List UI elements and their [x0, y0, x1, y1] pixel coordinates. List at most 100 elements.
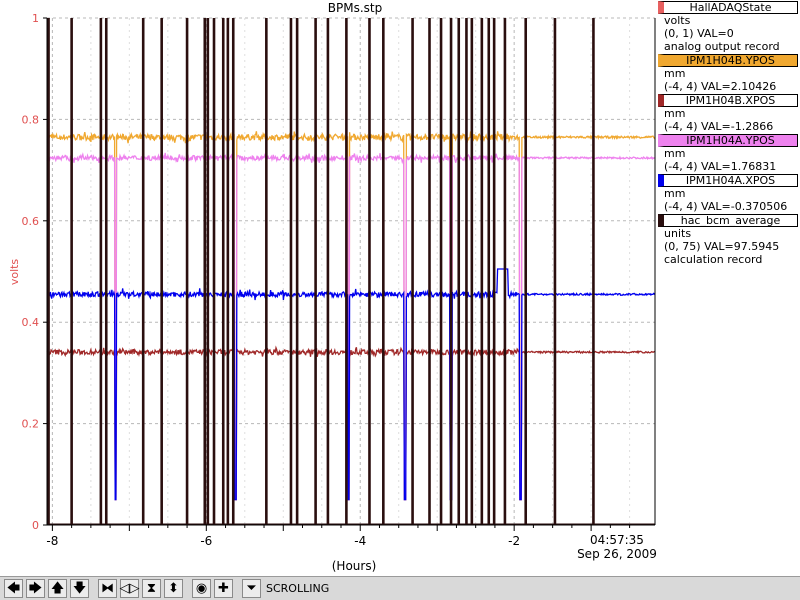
beam-trip-line [221, 18, 225, 525]
beam-trip-line [492, 18, 496, 525]
beam-trip-line [457, 18, 461, 525]
beam-trip-line [487, 18, 491, 525]
legend-swatch: IPM1H04A.XPOS [658, 174, 800, 187]
legend-detail: mm [664, 67, 686, 80]
legend-detail: units [664, 227, 692, 240]
legend-detail: (-4, 4) VAL=-0.370506 [664, 200, 788, 213]
series-line-ipm1h04b-ypos [46, 131, 656, 501]
legend-swatch: hac_bcm_average [658, 214, 800, 227]
beam-trip-line [295, 18, 299, 525]
beam-trip-line [231, 18, 235, 525]
scrolling-status: SCROLLING [266, 582, 330, 595]
legend-entry-ipm1h04a-xpos[interactable]: IPM1H04A.XPOS mm (-4, 4) VAL=-0.370506 [658, 174, 800, 213]
beam-trip-line [226, 18, 230, 525]
beam-trip-line [439, 18, 443, 525]
legend-series-name: IPM1H04A.XPOS [658, 174, 798, 187]
legend: HallADAQState volts (0, 1) VAL=0 analog out… [658, 0, 800, 266]
legend-series-name: HallADAQState [658, 1, 798, 14]
beam-trip-line [428, 18, 431, 525]
beam-trip-line [185, 18, 189, 525]
beam-trip-line [480, 18, 484, 525]
legend-detail: calculation record [664, 253, 763, 266]
legend-detail: (-4, 4) VAL=-1.2866 [664, 120, 774, 133]
axes: 0 0.2 0.4 0.6 0.8 1 -8 -6 -4 -2 [22, 12, 656, 548]
legend-detail: volts [664, 14, 691, 27]
scrolling-toggle-button[interactable]: ⏷ [242, 579, 261, 598]
beam-trip-line [206, 18, 210, 525]
y-tick-label: 1 [32, 12, 39, 25]
scroll-left-button[interactable]: 🡄 [4, 579, 23, 598]
legend-entry-hac-bcm-average[interactable]: hac_bcm_average units (0, 75) VAL=97.5945 c… [658, 214, 800, 266]
legend-detail: analog output record [664, 40, 780, 53]
beam-trip-line [160, 18, 163, 525]
beam-trip-line [141, 18, 145, 525]
end-time-label: 04:57:35 [590, 533, 644, 547]
legend-entry-ipm1h04b-xpos[interactable]: IPM1H04B.XPOS mm (-4, 4) VAL=-1.2866 [658, 94, 800, 133]
scroll-down-button[interactable]: 🡇 [70, 579, 89, 598]
y-tick-label: 0.6 [22, 215, 40, 228]
beam-trip-line [411, 18, 414, 525]
x-tick-label: -8 [46, 534, 58, 548]
legend-detail: (-4, 4) VAL=1.76831 [664, 160, 777, 173]
beam-trip-line [104, 18, 108, 525]
beam-trip-line [70, 18, 73, 525]
legend-swatch: IPM1H04A.YPOS [658, 134, 800, 147]
grid [47, 17, 655, 526]
beam-trip-line [382, 18, 385, 525]
x-tick-label: -2 [508, 534, 520, 548]
zoom-out-horizontal-button[interactable]: ◁▷ [119, 579, 140, 598]
beam-trip-line [314, 18, 317, 525]
beam-trip-line [470, 18, 474, 525]
scroll-up-button[interactable]: 🡅 [48, 579, 67, 598]
chart-area: BPMs.stp volts (Hours) 04:57:35 Sep 26, … [8, 1, 657, 573]
beam-trip-line [503, 18, 507, 525]
series-line-ipm1h04a-xpos [46, 268, 656, 501]
legend-swatch: HallADAQState [658, 1, 800, 14]
beam-trip-line [47, 18, 50, 525]
beam-trip-line [203, 18, 207, 525]
beam-trip-line [345, 18, 348, 525]
legend-series-name: IPM1H04B.XPOS [658, 94, 798, 107]
beam-trip-line [265, 18, 268, 525]
y-tick-label: 0.4 [22, 316, 40, 329]
beam-trip-line [592, 18, 595, 525]
legend-entry-ipm1h04a-ypos[interactable]: IPM1H04A.YPOS mm (-4, 4) VAL=1.76831 [658, 134, 800, 173]
y-tick-label: 0 [32, 519, 39, 532]
legend-series-name: hac_bcm_average [658, 214, 798, 227]
series-lines [46, 18, 656, 526]
zoom-in-horizontal-button[interactable]: ⧓ [98, 579, 117, 598]
beam-trip-line [553, 18, 557, 525]
beam-trip-line [289, 18, 293, 525]
scroll-right-button[interactable]: 🡆 [26, 579, 45, 598]
y-tick-label: 0.8 [22, 113, 40, 126]
add-pv-button[interactable]: ✚ [214, 579, 233, 598]
legend-swatch: IPM1H04B.XPOS [658, 94, 800, 107]
toolbar: 🡄 🡆 🡅 🡇 ⧓ ◁▷ ⧗ ⬍ ◉ ✚ ⏷ SCROLLING [0, 576, 800, 600]
beam-trip-line [449, 18, 453, 525]
legend-detail: (-4, 4) VAL=2.10426 [664, 80, 777, 93]
cursor-button[interactable]: ◉ [192, 579, 211, 598]
x-axis-title: (Hours) [332, 559, 377, 573]
zoom-out-vertical-button[interactable]: ⬍ [164, 579, 183, 598]
y-axis-title: volts [8, 259, 21, 286]
legend-series-name: IPM1H04B.YPOS [658, 54, 798, 67]
x-tick-label: -6 [200, 534, 212, 548]
legend-detail: mm [664, 147, 686, 160]
beam-trip-line [524, 18, 528, 525]
legend-series-name: IPM1H04A.YPOS [658, 134, 798, 147]
x-tick-label: -4 [354, 534, 366, 548]
legend-detail: (0, 75) VAL=97.5945 [664, 240, 780, 253]
chart-title: BPMs.stp [328, 1, 382, 15]
legend-detail: (0, 1) VAL=0 [664, 27, 734, 40]
series-line-ipm1h04a-ypos [46, 152, 656, 501]
beam-trip-line [212, 18, 216, 525]
beam-trip-line [465, 18, 468, 525]
legend-entry-halladaqstate[interactable]: HallADAQState volts (0, 1) VAL=0 analog out… [658, 1, 800, 53]
y-tick-label: 0.2 [22, 418, 40, 431]
beam-trip-line [368, 18, 371, 525]
legend-detail: mm [664, 187, 686, 200]
legend-detail: mm [664, 107, 686, 120]
legend-entry-ipm1h04b-ypos[interactable]: IPM1H04B.YPOS mm (-4, 4) VAL=2.10426 [658, 54, 800, 93]
end-date-label: Sep 26, 2009 [577, 547, 657, 561]
zoom-in-vertical-button[interactable]: ⧗ [142, 579, 161, 598]
